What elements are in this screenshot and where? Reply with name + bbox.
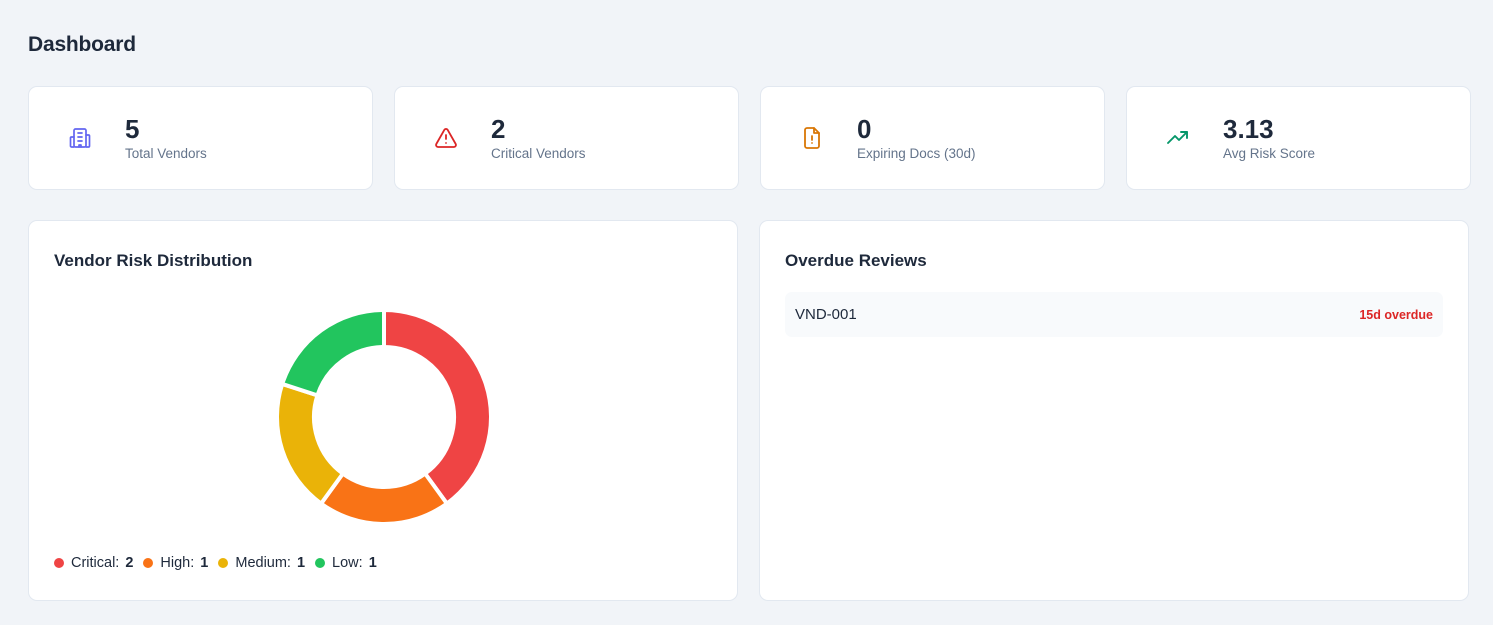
stat-card-expiring-docs: 0 Expiring Docs (30d) — [760, 86, 1105, 190]
legend-item-low: Low: 1 — [315, 555, 377, 571]
legend-item-critical: Critical: 2 — [54, 555, 133, 571]
stat-value: 5 — [125, 113, 140, 144]
stat-card-total-vendors: 5 Total Vendors — [28, 86, 373, 190]
legend-dot — [54, 558, 64, 568]
vendor-risk-panel: Vendor Risk Distribution Critical: 2 High:… — [28, 220, 738, 601]
donut-slice-medium[interactable] — [275, 381, 345, 506]
warning-triangle-icon — [434, 126, 458, 150]
overdue-review-row[interactable]: VND-001 15d overdue — [785, 292, 1443, 337]
donut-slice-low[interactable] — [280, 308, 386, 398]
legend-dot — [315, 558, 326, 568]
stat-value: 0 — [857, 113, 872, 144]
legend-label: High: — [160, 555, 195, 571]
legend-value: 1 — [368, 555, 377, 571]
stat-label: Total Vendors — [125, 145, 207, 161]
overdue-badge: 15d overdue — [1359, 307, 1433, 322]
legend-item-medium: Medium: 1 — [218, 555, 305, 571]
stat-value: 3.13 — [1223, 113, 1274, 144]
building-icon — [68, 126, 92, 150]
vendor-id: VND-001 — [795, 306, 857, 323]
legend-dot — [218, 558, 229, 568]
legend-item-high: High: 1 — [143, 555, 208, 571]
donut-svg — [275, 308, 493, 526]
stat-card-critical-vendors: 2 Critical Vendors — [394, 86, 739, 190]
stat-label: Critical Vendors — [491, 145, 586, 161]
legend-label: Low: — [332, 555, 363, 571]
stats-row: 5 Total Vendors 2 Critical Vendors — [28, 86, 1471, 190]
file-alert-icon — [800, 126, 824, 150]
stat-card-avg-risk-score: 3.13 Avg Risk Score — [1126, 86, 1471, 190]
legend-value: 2 — [125, 555, 134, 571]
legend-label: Medium: — [235, 555, 291, 571]
stat-label: Expiring Docs (30d) — [857, 145, 976, 161]
legend-label: Critical: — [71, 555, 120, 571]
risk-donut-chart — [275, 308, 493, 526]
panel-title: Overdue Reviews — [785, 251, 927, 270]
legend-value: 1 — [200, 555, 209, 571]
donut-slice-high[interactable] — [319, 471, 449, 526]
chart-legend: Critical: 2 High: 1 Medium: 1 Low: 1 — [54, 555, 387, 571]
legend-value: 1 — [296, 555, 306, 571]
donut-slice-critical[interactable] — [382, 308, 493, 506]
trending-up-icon — [1166, 126, 1190, 150]
legend-dot — [143, 558, 154, 568]
panel-title: Vendor Risk Distribution — [54, 251, 253, 270]
page-title: Dashboard — [28, 33, 136, 56]
overdue-reviews-panel: Overdue Reviews VND-001 15d overdue — [759, 220, 1469, 601]
stat-value: 2 — [491, 113, 506, 144]
stat-label: Avg Risk Score — [1223, 145, 1316, 161]
